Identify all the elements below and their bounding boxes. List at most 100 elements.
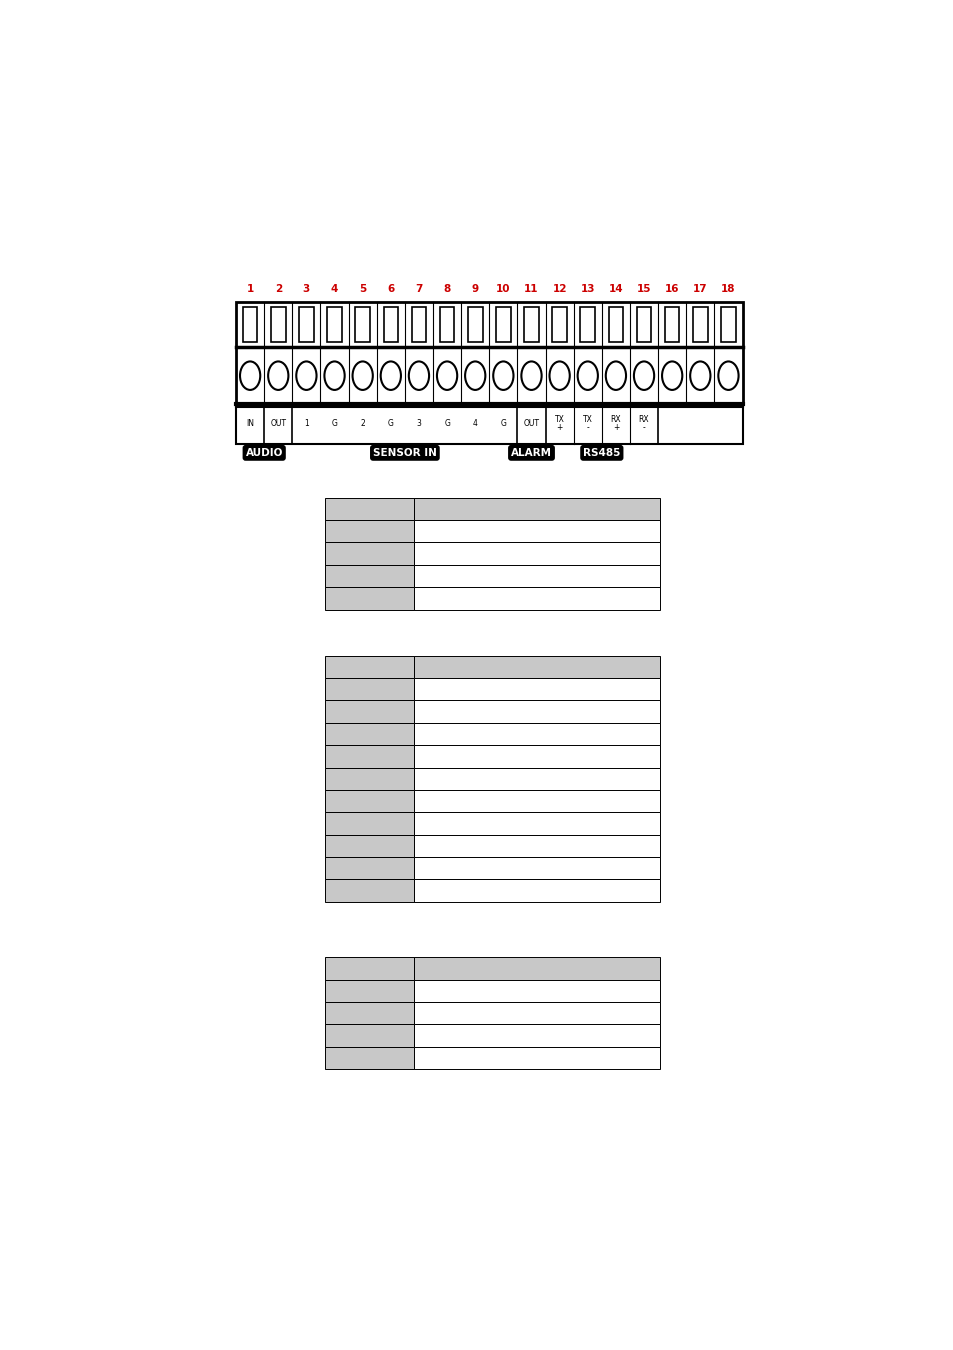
Text: IN: IN xyxy=(246,420,253,428)
Text: OUT: OUT xyxy=(270,420,286,428)
Bar xyxy=(324,587,414,609)
Bar xyxy=(327,308,341,343)
Bar xyxy=(324,498,414,520)
Circle shape xyxy=(268,362,288,390)
Text: ALARM: ALARM xyxy=(511,448,552,458)
Bar xyxy=(414,813,659,834)
Bar xyxy=(636,308,651,343)
Bar xyxy=(496,308,510,343)
Bar xyxy=(324,1002,414,1025)
Bar xyxy=(411,308,426,343)
Bar xyxy=(243,308,257,343)
Bar xyxy=(414,656,659,678)
Circle shape xyxy=(633,362,654,390)
Circle shape xyxy=(689,362,710,390)
Text: 9: 9 xyxy=(471,284,478,294)
Bar xyxy=(324,790,414,813)
Bar xyxy=(579,308,595,343)
Bar xyxy=(235,404,741,444)
Bar xyxy=(414,790,659,813)
Bar xyxy=(608,308,622,343)
Text: 12: 12 xyxy=(552,284,566,294)
Text: 2: 2 xyxy=(360,420,365,428)
Text: G: G xyxy=(388,420,394,428)
Bar xyxy=(523,308,538,343)
Bar xyxy=(324,957,414,980)
Bar xyxy=(324,768,414,790)
Bar xyxy=(414,722,659,745)
Bar xyxy=(414,857,659,879)
Text: G: G xyxy=(444,420,450,428)
Bar xyxy=(720,308,735,343)
Bar xyxy=(324,520,414,543)
Bar xyxy=(414,957,659,980)
Bar xyxy=(414,520,659,543)
Text: 10: 10 xyxy=(496,284,510,294)
Text: OUT: OUT xyxy=(523,420,539,428)
Bar xyxy=(414,1002,659,1025)
Text: AUDIO: AUDIO xyxy=(245,448,283,458)
Text: RX
-: RX - xyxy=(639,416,649,432)
Text: G: G xyxy=(500,420,506,428)
Bar xyxy=(414,745,659,768)
Circle shape xyxy=(409,362,429,390)
Circle shape xyxy=(324,362,344,390)
Text: SENSOR IN: SENSOR IN xyxy=(373,448,436,458)
Bar xyxy=(414,768,659,790)
Bar xyxy=(299,308,314,343)
Circle shape xyxy=(240,362,260,390)
Text: TX
+: TX + xyxy=(554,416,564,432)
Text: 5: 5 xyxy=(358,284,366,294)
Text: 13: 13 xyxy=(580,284,595,294)
Text: RX
+: RX + xyxy=(610,416,620,432)
Bar xyxy=(414,1046,659,1069)
Text: 14: 14 xyxy=(608,284,622,294)
Text: TX
-: TX - xyxy=(582,416,592,432)
Bar xyxy=(271,308,285,343)
Bar xyxy=(324,722,414,745)
Text: 2: 2 xyxy=(274,284,281,294)
Circle shape xyxy=(353,362,373,390)
Bar xyxy=(324,980,414,1002)
Bar xyxy=(414,498,659,520)
Bar xyxy=(324,745,414,768)
Bar xyxy=(324,678,414,701)
Bar xyxy=(664,308,679,343)
Text: G: G xyxy=(332,420,337,428)
Bar xyxy=(414,834,659,857)
Bar xyxy=(414,543,659,564)
Bar xyxy=(414,564,659,587)
Bar xyxy=(324,1025,414,1046)
Circle shape xyxy=(465,362,485,390)
Bar xyxy=(552,308,566,343)
Bar xyxy=(324,656,414,678)
Text: 7: 7 xyxy=(415,284,422,294)
Text: 16: 16 xyxy=(664,284,679,294)
Bar xyxy=(324,834,414,857)
Bar xyxy=(414,701,659,722)
Text: 3: 3 xyxy=(416,420,421,428)
Circle shape xyxy=(661,362,681,390)
Bar xyxy=(324,1046,414,1069)
Bar xyxy=(324,879,414,902)
Text: 3: 3 xyxy=(302,284,310,294)
Bar xyxy=(383,308,397,343)
Bar xyxy=(324,543,414,564)
Text: 8: 8 xyxy=(443,284,450,294)
Text: RS485: RS485 xyxy=(582,448,619,458)
Text: 1: 1 xyxy=(246,284,253,294)
Bar xyxy=(324,857,414,879)
Bar xyxy=(324,701,414,722)
Bar xyxy=(692,308,707,343)
Circle shape xyxy=(577,362,598,390)
Circle shape xyxy=(380,362,400,390)
Text: 4: 4 xyxy=(331,284,338,294)
Bar xyxy=(414,980,659,1002)
Bar xyxy=(324,564,414,587)
Circle shape xyxy=(436,362,456,390)
Text: 17: 17 xyxy=(692,284,707,294)
Bar xyxy=(355,308,370,343)
Text: 1: 1 xyxy=(304,420,309,428)
Bar xyxy=(414,587,659,609)
Bar xyxy=(467,308,482,343)
